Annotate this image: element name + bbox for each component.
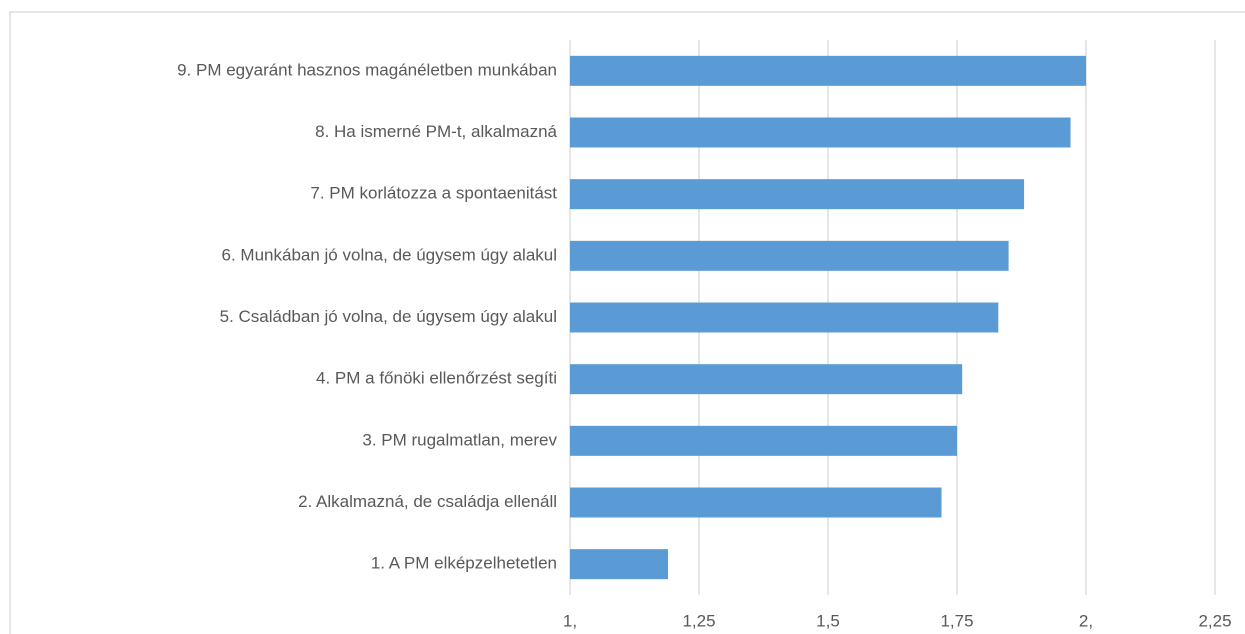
x-tick-label: 1,5 <box>816 611 840 630</box>
y-tick-label: 4. PM a főnöki ellenőrzést segíti <box>316 369 557 388</box>
bar <box>570 179 1025 210</box>
bar <box>570 117 1071 148</box>
bar <box>570 364 963 395</box>
bar <box>570 55 1086 86</box>
y-tick-label: 8. Ha ismerné PM-t, alkalmazná <box>315 122 557 141</box>
x-tick-label: 1,25 <box>682 611 715 630</box>
y-tick-label: 7. PM korlátozza a spontaenitást <box>310 184 557 203</box>
x-tick-label: 2,25 <box>1198 611 1231 630</box>
x-tick-label: 2, <box>1079 611 1093 630</box>
y-tick-label: 9. PM egyaránt hasznos magánéletben munk… <box>177 60 557 79</box>
y-tick-label: 5. Családban jó volna, de úgysem úgy ala… <box>220 307 557 326</box>
chart-frame <box>9 11 1245 634</box>
y-tick-label: 1. A PM elképzelhetetlen <box>371 554 557 573</box>
bar <box>570 425 957 456</box>
x-tick-label: 1,75 <box>940 611 973 630</box>
bar <box>570 487 942 518</box>
x-tick-label: 1, <box>563 611 577 630</box>
y-tick-label: 3. PM rugalmatlan, merev <box>362 430 557 449</box>
bar <box>570 240 1009 271</box>
y-tick-label: 2. Alkalmazná, de családja ellenáll <box>298 492 557 511</box>
y-tick-label: 6. Munkában jó volna, de úgysem úgy alak… <box>222 245 557 264</box>
bar <box>570 549 669 580</box>
bar <box>570 302 999 333</box>
